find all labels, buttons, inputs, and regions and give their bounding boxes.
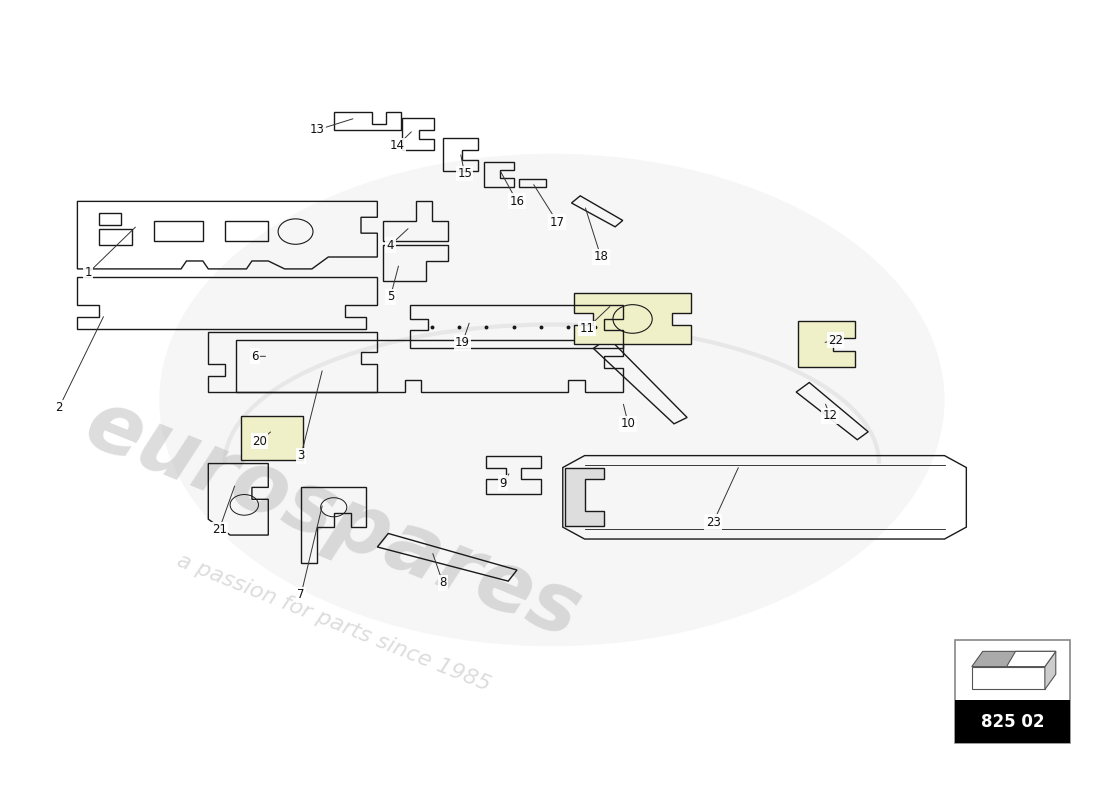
Text: 21: 21 <box>211 523 227 536</box>
Text: 18: 18 <box>594 250 608 263</box>
Bar <box>956 640 1070 743</box>
Polygon shape <box>241 416 304 459</box>
Text: 23: 23 <box>706 516 721 529</box>
Text: 12: 12 <box>823 410 837 422</box>
Text: 19: 19 <box>455 336 470 350</box>
Text: 4: 4 <box>387 238 394 251</box>
Text: 14: 14 <box>389 139 405 152</box>
Polygon shape <box>971 666 1045 690</box>
Bar <box>99 229 132 245</box>
Bar <box>956 700 1070 743</box>
Polygon shape <box>574 293 692 344</box>
Text: eurospares: eurospares <box>74 383 593 655</box>
Polygon shape <box>565 467 604 526</box>
Text: 17: 17 <box>550 215 564 229</box>
Text: 8: 8 <box>439 576 447 590</box>
Text: 10: 10 <box>620 418 636 430</box>
Text: 2: 2 <box>55 402 63 414</box>
Text: 15: 15 <box>458 167 472 180</box>
Text: 22: 22 <box>828 334 843 347</box>
Text: 1: 1 <box>85 266 92 279</box>
Bar <box>99 214 121 226</box>
Polygon shape <box>1006 651 1056 666</box>
Text: 13: 13 <box>310 123 324 136</box>
Polygon shape <box>799 321 855 366</box>
Text: 11: 11 <box>580 322 594 335</box>
Text: 9: 9 <box>499 477 506 490</box>
Text: 3: 3 <box>297 449 305 462</box>
Text: 5: 5 <box>387 290 394 303</box>
Ellipse shape <box>160 154 945 646</box>
Text: 6: 6 <box>252 350 258 363</box>
Bar <box>224 222 268 241</box>
Bar <box>154 222 202 241</box>
Text: 20: 20 <box>252 435 267 448</box>
Text: 7: 7 <box>297 588 305 601</box>
Text: 825 02: 825 02 <box>981 713 1044 730</box>
Polygon shape <box>971 651 1056 666</box>
Text: a passion for parts since 1985: a passion for parts since 1985 <box>174 550 494 694</box>
Text: 16: 16 <box>509 195 525 208</box>
Polygon shape <box>1045 651 1056 690</box>
